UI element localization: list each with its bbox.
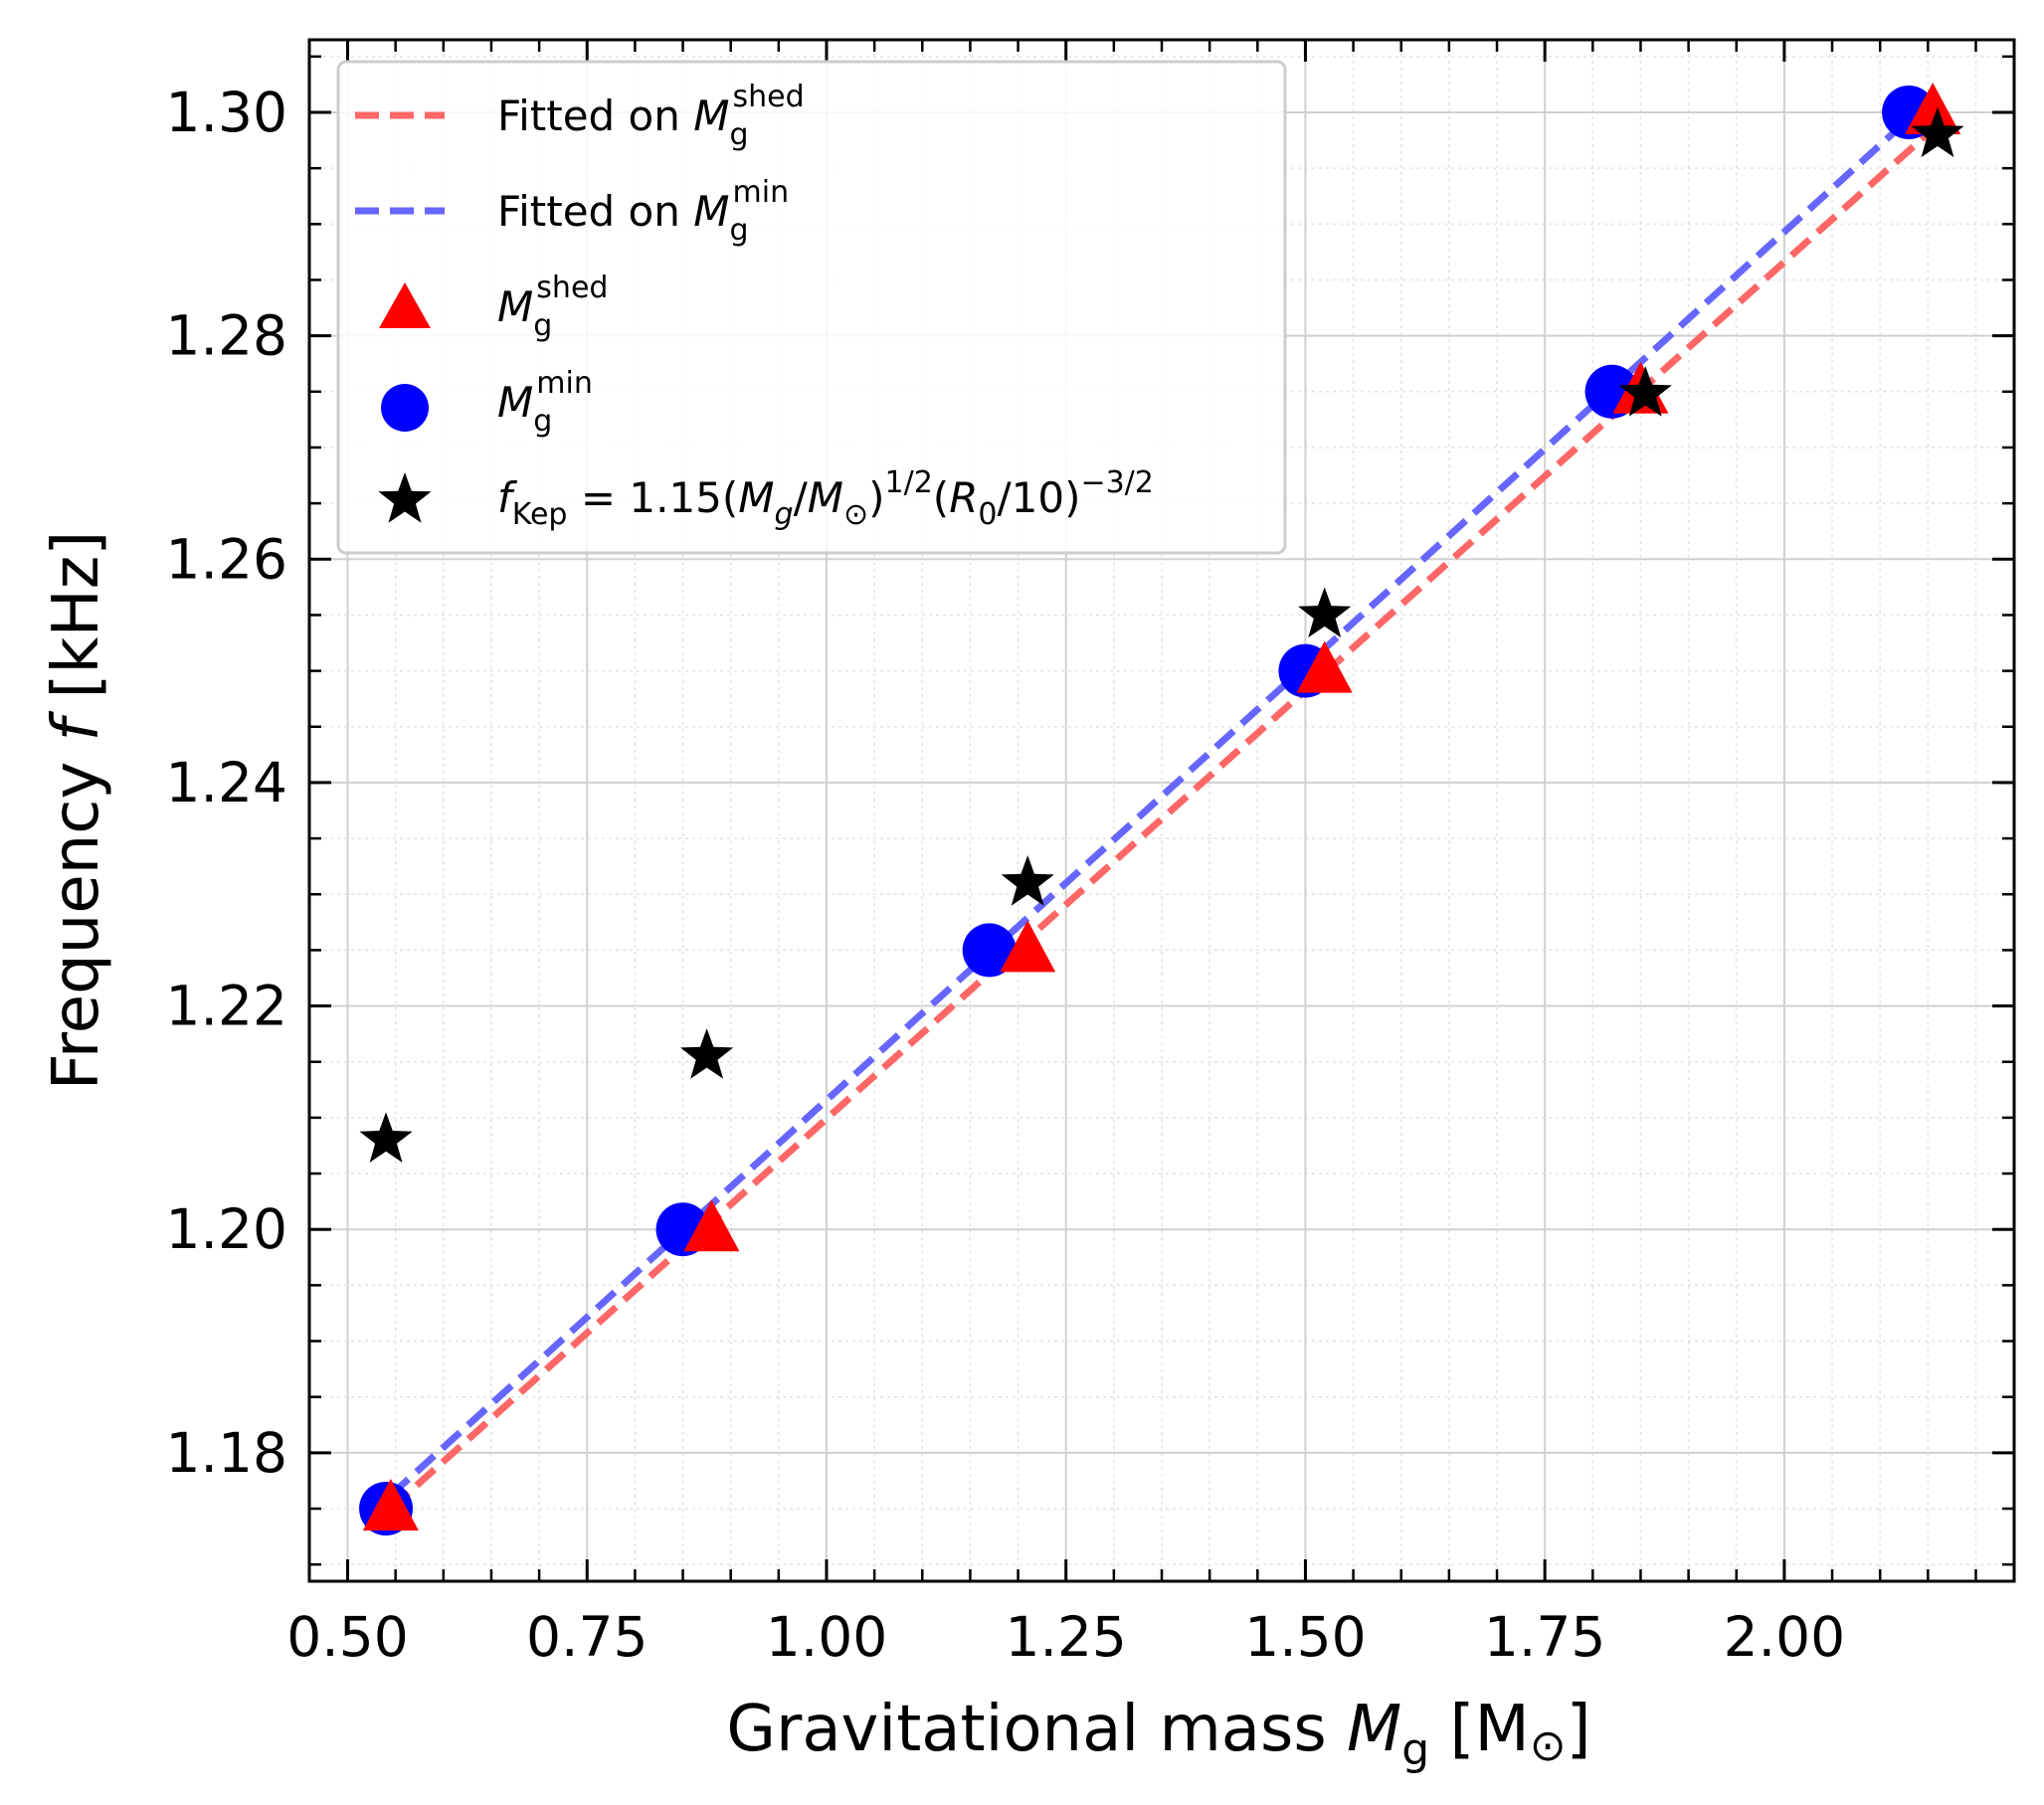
y-tick-label: 1.30 xyxy=(166,81,287,144)
legend-label-fit-shed: Fitted on Mgshed xyxy=(497,80,805,152)
y-tick-label: 1.22 xyxy=(166,975,287,1038)
y-tick-label: 1.28 xyxy=(166,304,287,368)
x-tick-label: 1.25 xyxy=(1005,1605,1126,1669)
x-tick-label: 1.50 xyxy=(1244,1605,1366,1669)
data-point-circle xyxy=(962,923,1017,978)
series-layer xyxy=(359,83,1964,1535)
data-point-star xyxy=(1001,855,1054,906)
x-axis-label: Gravitational mass Mg [M⊙] xyxy=(726,1693,1590,1775)
y-axis-label: Frequency f [kHz] xyxy=(40,531,113,1091)
series-line xyxy=(388,111,1917,1499)
legend-label-min: Mgmin xyxy=(497,366,593,439)
data-point-star xyxy=(1298,587,1352,638)
x-tick-label: 0.50 xyxy=(286,1605,408,1669)
legend-label-fit-min: Fitted on Mgmin xyxy=(497,175,789,248)
data-point-star xyxy=(680,1028,734,1079)
data-point-triangle xyxy=(1000,920,1056,973)
legend-label-shed: Mgshed xyxy=(497,271,608,343)
tick-labels: 0.50 0.75 1.00 1.25 1.50 1.75 2.00 1.18 1.20 1.22… xyxy=(166,81,1846,1669)
data-point-triangle xyxy=(1905,83,1961,135)
x-tick-label: 0.75 xyxy=(526,1605,648,1669)
y-tick-label: 1.20 xyxy=(166,1197,287,1261)
ticks-layer xyxy=(309,40,2014,1581)
legend-star-shape xyxy=(378,472,432,523)
legend: Fitted on Mgshed Fitted on Mgmin Mgshed … xyxy=(336,60,1287,555)
data-point-triangle xyxy=(1296,640,1353,693)
y-tick-label: 1.26 xyxy=(166,527,287,591)
x-tick-label: 2.00 xyxy=(1724,1605,1845,1669)
data-point-star xyxy=(1911,106,1964,158)
data-point-triangle xyxy=(683,1199,740,1252)
legend-star-icon xyxy=(378,472,432,523)
data-point-star xyxy=(359,1112,413,1163)
data-point-triangle xyxy=(362,1478,419,1531)
legend-circle-icon xyxy=(381,384,429,432)
x-tick-label: 1.00 xyxy=(766,1605,887,1669)
legend-box xyxy=(336,60,1287,555)
y-tick-label: 1.24 xyxy=(166,751,287,814)
x-tick-label: 1.75 xyxy=(1484,1605,1605,1669)
data-point-star xyxy=(1618,366,1672,417)
y-tick-label: 1.18 xyxy=(166,1421,287,1485)
legend-label-kepler: fKep = 1.15(Mg/M⊙)1/2(R0/10)−3/2 xyxy=(497,465,1154,532)
series-line xyxy=(388,126,1936,1512)
legend-triangle-icon xyxy=(379,282,431,328)
